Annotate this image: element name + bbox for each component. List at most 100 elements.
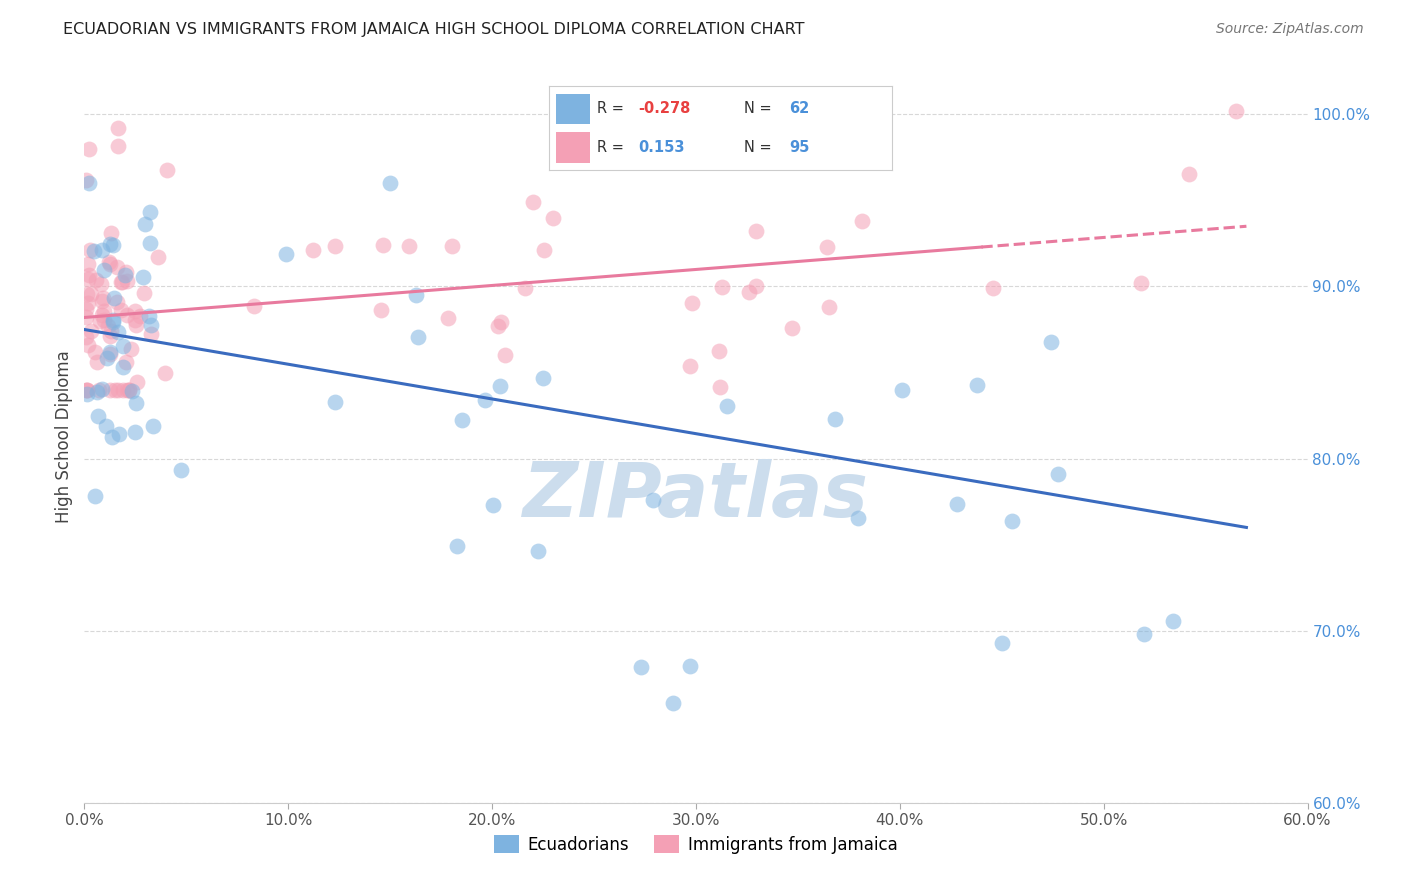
Point — [121, 384, 143, 398]
Text: Source: ZipAtlas.com: Source: ZipAtlas.com — [1216, 22, 1364, 37]
Point — [93, 313, 115, 327]
Point — [323, 239, 346, 253]
Point — [782, 321, 804, 335]
Point — [103, 291, 125, 305]
Point — [96, 351, 118, 365]
Point — [98, 346, 121, 360]
Point — [815, 240, 838, 254]
Point — [76, 387, 98, 401]
Point — [111, 275, 134, 289]
Point — [141, 327, 163, 342]
Point — [129, 309, 152, 323]
Point — [482, 498, 505, 512]
Point — [76, 310, 98, 325]
Point — [91, 308, 114, 322]
Point — [709, 380, 731, 394]
Point — [1177, 167, 1199, 181]
Point — [110, 275, 132, 289]
Point — [93, 304, 115, 318]
Point — [114, 354, 136, 368]
Point — [84, 273, 107, 287]
Point — [90, 243, 112, 257]
Point — [486, 319, 509, 334]
Point — [108, 426, 131, 441]
Point — [302, 244, 325, 258]
Point — [818, 300, 841, 314]
Point — [533, 243, 555, 257]
Point — [138, 309, 160, 323]
Point — [91, 291, 114, 305]
Point — [679, 658, 702, 673]
Point — [142, 419, 165, 434]
Point — [114, 268, 136, 282]
Point — [124, 396, 146, 410]
Point — [139, 236, 162, 251]
Point — [79, 244, 101, 258]
Point — [489, 315, 512, 329]
Point — [1129, 276, 1152, 290]
Point — [380, 176, 402, 190]
Point — [101, 313, 124, 327]
Point — [966, 378, 988, 392]
Point — [641, 493, 664, 508]
Point — [98, 329, 121, 343]
Point — [112, 383, 135, 397]
Point — [115, 383, 138, 397]
Point — [274, 247, 297, 261]
Point — [79, 176, 101, 190]
Point — [446, 539, 468, 553]
Point — [1132, 627, 1154, 641]
Point — [522, 195, 544, 210]
Point — [86, 384, 108, 399]
Point — [100, 226, 122, 240]
Point — [981, 281, 1004, 295]
Point — [405, 287, 427, 301]
Point — [76, 383, 98, 397]
Point — [134, 285, 156, 300]
Point — [115, 274, 138, 288]
Point — [80, 324, 103, 338]
Text: ZIPatlas: ZIPatlas — [523, 458, 869, 533]
Point — [100, 324, 122, 338]
Point — [243, 299, 266, 313]
Point — [325, 394, 347, 409]
Point — [89, 314, 111, 328]
Point — [370, 302, 392, 317]
Point — [98, 236, 121, 251]
Point — [155, 162, 177, 177]
Point — [110, 302, 132, 317]
Point — [83, 489, 105, 503]
Point — [86, 355, 108, 369]
Point — [1039, 335, 1062, 350]
Point — [91, 293, 114, 308]
Point — [1001, 514, 1024, 528]
Point — [679, 359, 702, 374]
Point — [124, 303, 146, 318]
Point — [153, 366, 176, 380]
Point — [80, 286, 103, 301]
Point — [87, 383, 110, 397]
Point — [77, 142, 100, 156]
Point — [77, 337, 100, 351]
Point — [103, 315, 125, 329]
Point — [124, 313, 146, 327]
Point — [1046, 467, 1069, 481]
Point — [681, 296, 703, 310]
Point — [541, 211, 564, 225]
Point — [107, 325, 129, 339]
Point — [76, 296, 98, 310]
Point — [132, 270, 155, 285]
Point — [107, 121, 129, 136]
Y-axis label: High School Diploma: High School Diploma — [55, 351, 73, 524]
Point — [97, 318, 120, 333]
Point — [111, 360, 134, 375]
Point — [77, 268, 100, 283]
Point — [83, 244, 105, 258]
Point — [662, 696, 685, 710]
Point — [709, 343, 731, 358]
Point — [125, 375, 148, 389]
Point — [118, 383, 141, 397]
Point — [1225, 103, 1247, 118]
Point — [91, 382, 114, 396]
Point — [105, 260, 128, 275]
